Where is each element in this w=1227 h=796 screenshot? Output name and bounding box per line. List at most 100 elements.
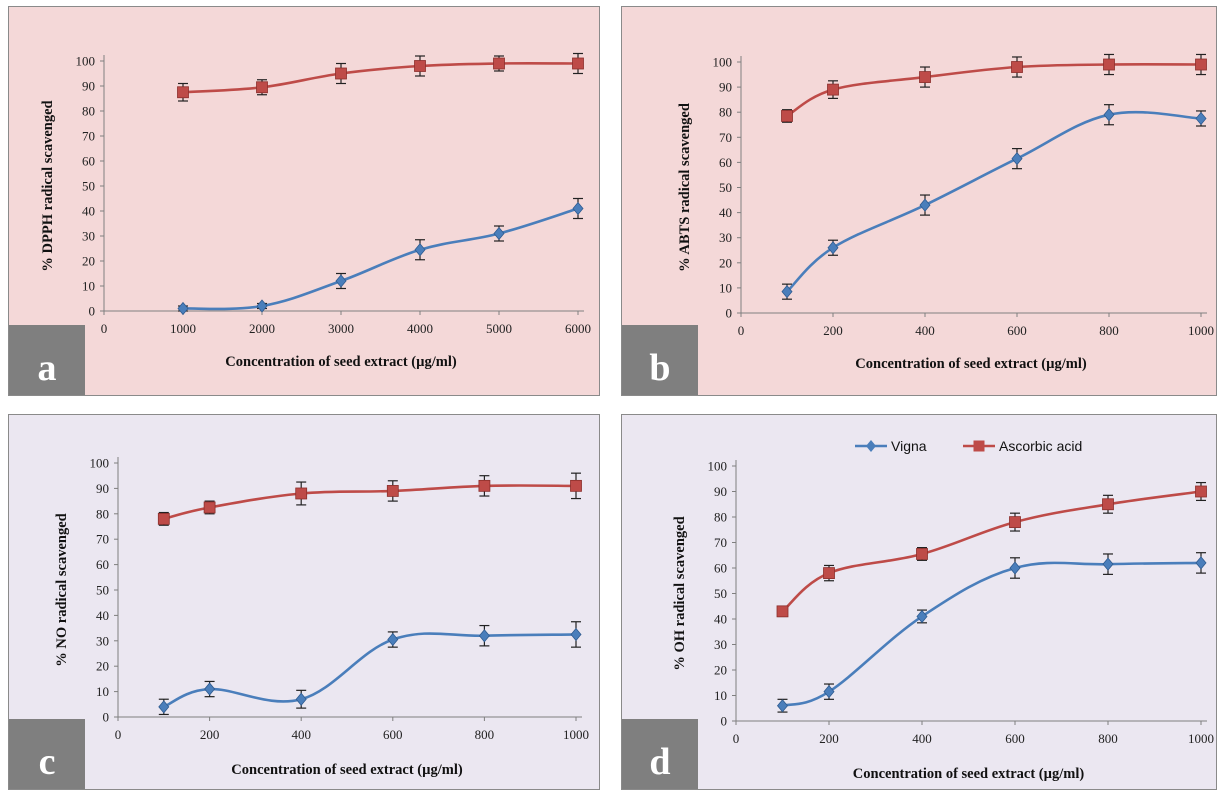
y-tick-label: 100 [708,459,728,474]
x-tick-label: 200 [823,323,843,338]
y-tick-label: 30 [719,230,732,245]
data-point-square [478,479,491,492]
x-axis-label: Concentration of seed extract (µg/ml) [853,766,1085,782]
y-tick-label: 80 [714,510,727,525]
y-tick-label: 60 [82,154,95,169]
series-line [182,61,579,94]
y-tick-label: 40 [96,608,109,623]
y-tick-label: 60 [719,155,732,170]
data-point-diamond [493,226,505,241]
data-point-square [781,110,793,122]
y-tick-label: 20 [82,254,95,269]
data-point-diamond [335,274,347,288]
series-vigna [776,552,1207,713]
y-tick-label: 20 [714,663,727,678]
x-tick-label: 0 [115,727,122,742]
x-axis-label: Concentration of seed extract (µg/ml) [231,762,463,778]
y-tick-label: 70 [714,535,727,550]
y-tick-label: 90 [96,481,109,496]
data-point-square [572,57,584,70]
x-tick-label: 5000 [486,321,512,336]
y-tick-label: 10 [82,279,95,294]
y-tick-label: 100 [90,456,110,471]
y-tick-label: 30 [82,229,95,244]
panel-letter: b [649,347,670,389]
legend-marker-vigna [866,440,876,452]
panel-letter-box [622,325,698,395]
y-tick-label: 70 [82,129,95,144]
x-axis-label: Concentration of seed extract (µg/ml) [855,356,1087,372]
x-tick-label: 2000 [249,321,275,336]
panel-letter: c [39,741,56,783]
x-tick-label: 600 [1007,323,1027,338]
y-tick-label: 60 [96,557,109,572]
data-point-diamond [572,201,584,216]
y-axis-label: % ABTS radical scavenged [677,103,693,272]
series-vigna [781,104,1207,300]
legend-label-ascorbic: Ascorbic acid [999,438,1082,454]
y-tick-label: 30 [714,637,727,652]
y-tick-label: 0 [721,714,728,729]
data-point-diamond [1102,557,1114,571]
x-tick-label: 1000 [1188,731,1214,746]
x-tick-label: 200 [819,731,839,746]
y-tick-label: 20 [96,659,109,674]
data-point-diamond [387,632,399,647]
data-point-diamond [823,685,835,699]
data-point-square [157,512,170,525]
data-point-diamond [776,699,789,713]
data-point-diamond [781,285,793,299]
y-tick-label: 50 [82,179,95,194]
panel-letter-box [9,325,85,395]
x-tick-label: 1000 [170,321,196,336]
chart-panel-a: a 0 10 20 30 40 50 60 70 80 90 100 0 1000 2000 3000 4000… [8,6,600,396]
data-point-square [177,86,189,99]
y-tick-label: 0 [726,306,733,321]
y-axis-label: % DPPH radical scavenged [40,100,56,271]
y-axis-label: % NO radical scavenged [54,513,70,666]
y-tick-label: 90 [82,79,95,94]
y-tick-label: 0 [89,304,96,319]
x-tick-label: 600 [383,727,403,742]
y-tick-label: 10 [714,688,727,703]
data-point-diamond [1009,561,1021,575]
data-point-diamond [1195,556,1207,570]
y-tick-label: 70 [96,532,109,547]
chart-panel-c: c 0 10 20 30 40 50 60 70 80 90 100 0 200 400 600 800 1000… [8,414,600,790]
x-tick-label: 0 [738,323,745,338]
data-point-square [1195,485,1207,498]
y-tick-label: 30 [96,633,109,648]
x-tick-label: 6000 [565,321,591,336]
chart-panel-b: b 0 10 20 30 40 50 60 70 80 90 100 0 200 400 600 800 1000… [621,6,1217,396]
y-tick-label: 40 [719,205,732,220]
y-tick-label: 80 [719,105,732,120]
x-tick-label: 800 [1098,731,1118,746]
data-point-diamond [158,700,170,714]
x-tick-label: 400 [915,323,935,338]
data-point-diamond [1011,152,1023,166]
data-point-square [823,567,835,580]
y-tick-label: 80 [82,104,95,119]
series-ascorbic-acid [157,472,582,526]
panel-letter-box [9,719,85,789]
panel-background [621,6,1217,396]
x-tick-label: 1000 [1188,323,1214,338]
x-tick-label: 0 [733,731,740,746]
data-point-square [776,605,789,618]
data-point-diamond [478,629,490,643]
data-point-square [1011,61,1023,73]
series-ascorbic-acid [177,52,584,102]
data-point-square [1009,516,1021,528]
panel-letter-box [622,719,698,789]
x-tick-label: 800 [1099,323,1119,338]
y-tick-label: 90 [719,80,732,95]
series-vigna [158,621,582,716]
legend-marker-ascorbic [973,440,985,452]
data-point-square [295,487,308,500]
y-tick-label: 0 [103,710,110,725]
x-tick-label: 0 [101,321,108,336]
data-point-diamond [1103,108,1115,122]
x-tick-label: 200 [200,727,220,742]
y-tick-label: 50 [719,180,732,195]
panel-letter: a [38,347,57,389]
